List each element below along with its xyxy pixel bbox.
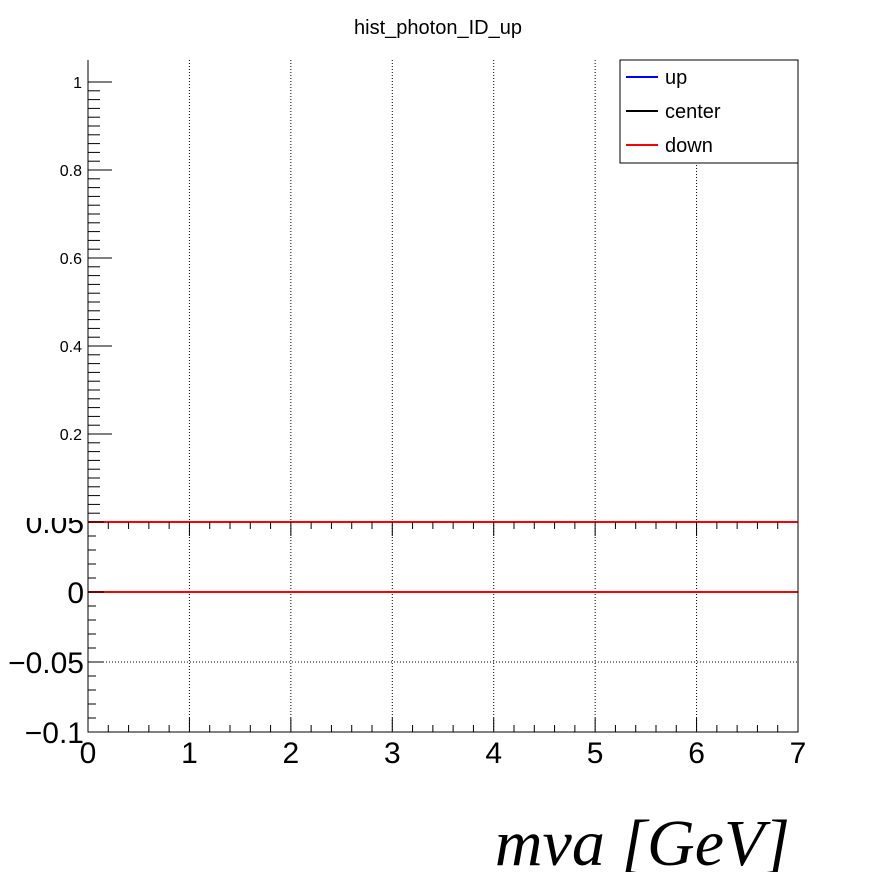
ratio-frame-fill — [88, 522, 798, 732]
x-tick-label: 6 — [688, 737, 705, 770]
top-y-tick-labels: 0.2 0.4 0.6 0.8 1 — [60, 75, 82, 444]
ratio-axes — [87, 521, 799, 733]
x-tick-label: 4 — [485, 737, 502, 770]
legend: up center down — [619, 59, 799, 164]
ratio-y-tick-labels: −0.1 −0.05 0 0.05 — [8, 507, 84, 750]
top-y-tick-label: 0.8 — [60, 163, 82, 180]
top-grid — [188, 60, 698, 522]
x-tick-label: 7 — [790, 737, 807, 770]
ratio-y-tick-label: −0.1 — [25, 717, 84, 750]
top-y-tick-label: 0.4 — [60, 339, 82, 356]
legend-label: center — [665, 101, 721, 123]
top-y-tick-label: 0.6 — [60, 251, 82, 268]
ratio-y-tick-label: 0 — [67, 577, 84, 610]
top-y-tick-label: 0.2 — [60, 427, 82, 444]
ratio-y-tick-label: 0.05 — [26, 507, 84, 540]
x-tick-label: 0 — [80, 737, 97, 770]
legend-label: down — [665, 135, 713, 157]
x-tick-label: 3 — [384, 737, 401, 770]
ratio-y-tick-label: −0.05 — [8, 647, 84, 680]
ratio-ticks — [87, 521, 799, 733]
top-y-ticks — [88, 81, 112, 514]
chart-title: hist_photon_ID_up — [354, 17, 522, 39]
ratio-grid — [88, 522, 798, 732]
x-axis-label: mva [GeV] — [495, 807, 790, 872]
legend-label: up — [665, 67, 687, 89]
top-y-tick-label: 1 — [73, 75, 82, 92]
x-tick-label: 2 — [283, 737, 300, 770]
ratio-panel: −0.1 −0.05 0 0.05 0 1 2 3 4 5 6 7 — [8, 507, 807, 770]
legend-entries: up center down — [626, 67, 721, 157]
x-tick-label: 5 — [587, 737, 604, 770]
x-tick-labels: 0 1 2 3 4 5 6 7 — [80, 737, 807, 770]
x-tick-label: 1 — [181, 737, 198, 770]
